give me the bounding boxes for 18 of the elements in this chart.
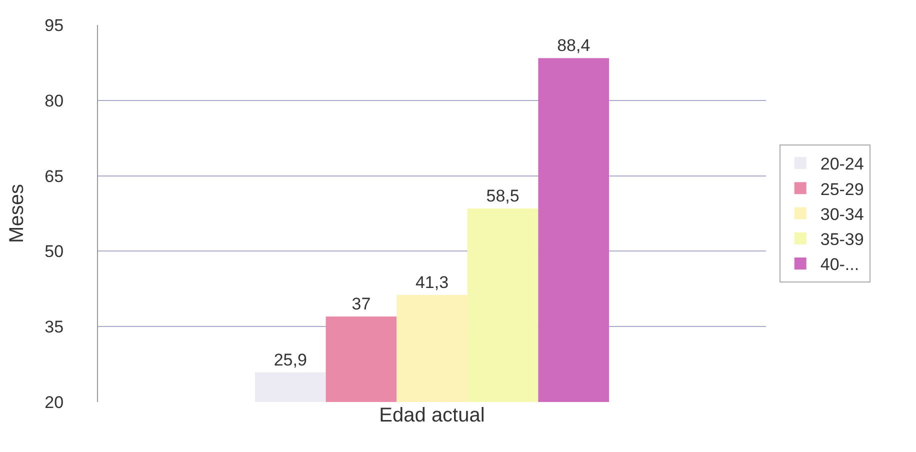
legend-label: 40-... (820, 255, 860, 274)
y-tick-label: 65 (44, 166, 64, 186)
y-tick-label: 80 (44, 91, 64, 110)
legend-label: 30-34 (820, 204, 864, 224)
y-tick-label: 35 (44, 318, 64, 337)
data-label: 58,5 (486, 186, 520, 206)
y-tick-label: 50 (44, 242, 64, 262)
legend-label: 35-39 (820, 230, 864, 249)
data-label: 37 (352, 294, 371, 314)
y-axis-title: Meses (6, 184, 28, 243)
legend-label: 25-29 (820, 180, 864, 199)
data-label: 25,9 (274, 350, 307, 370)
data-label: 88,4 (557, 36, 590, 56)
y-tick-label: 95 (44, 16, 64, 35)
data-label: 41,3 (415, 272, 449, 292)
y-tick-label: 20 (44, 392, 64, 412)
x-axis-title: Edad actual (379, 404, 485, 426)
legend-label: 20-24 (820, 154, 864, 174)
